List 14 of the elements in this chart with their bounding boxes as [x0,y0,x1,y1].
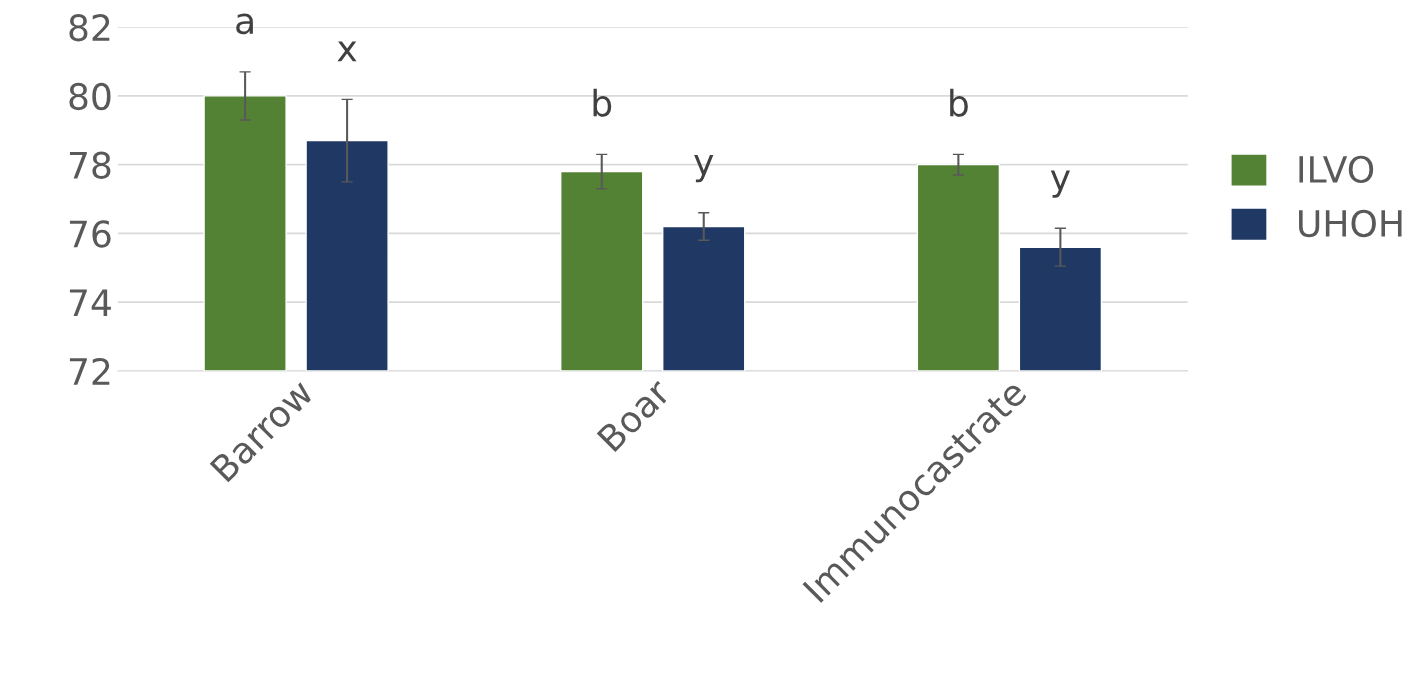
data-label: b [593,88,612,117]
data-label: y [1050,170,1070,198]
legend-label: ILVO [1299,155,1374,184]
y-tick-label: 80 [69,82,111,111]
y-tick-label: 76 [69,220,111,248]
data-label: y [694,155,714,183]
data-label: b [950,88,968,117]
y-tick-label: 78 [69,151,111,179]
data-label: x [337,41,357,62]
legend-label: UHOH [1299,209,1402,238]
y-tick-label: 74 [69,289,111,316]
y-tick-label: 72 [69,357,110,385]
data-label: a [236,13,253,35]
y-tick-label: 82 [69,14,110,42]
